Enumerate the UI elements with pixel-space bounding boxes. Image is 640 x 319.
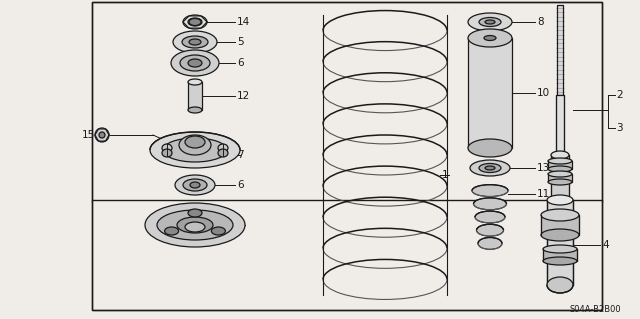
Text: 8: 8 xyxy=(537,17,543,27)
Ellipse shape xyxy=(548,166,572,172)
Text: 12: 12 xyxy=(237,91,250,101)
Ellipse shape xyxy=(470,160,510,176)
Ellipse shape xyxy=(484,35,496,41)
Ellipse shape xyxy=(189,19,201,26)
Ellipse shape xyxy=(472,185,508,197)
Bar xyxy=(541,215,579,235)
Ellipse shape xyxy=(175,175,215,195)
Ellipse shape xyxy=(180,55,210,71)
Ellipse shape xyxy=(468,29,512,47)
Ellipse shape xyxy=(145,203,245,247)
Bar xyxy=(188,82,202,110)
Ellipse shape xyxy=(218,149,228,157)
Ellipse shape xyxy=(477,224,504,236)
Text: 11: 11 xyxy=(537,189,550,199)
Text: 14: 14 xyxy=(237,17,250,27)
Ellipse shape xyxy=(479,164,501,173)
Ellipse shape xyxy=(548,158,572,164)
Bar xyxy=(547,200,573,285)
Ellipse shape xyxy=(547,195,573,205)
Ellipse shape xyxy=(468,13,512,31)
Bar xyxy=(548,161,572,169)
Ellipse shape xyxy=(485,20,495,24)
Ellipse shape xyxy=(173,31,217,53)
Ellipse shape xyxy=(164,227,179,235)
Text: 13: 13 xyxy=(537,163,550,173)
Text: 2: 2 xyxy=(616,90,623,100)
Text: 7: 7 xyxy=(237,150,244,160)
Bar xyxy=(556,95,564,155)
Text: 9: 9 xyxy=(237,220,244,230)
Bar xyxy=(92,2,602,310)
Ellipse shape xyxy=(189,39,201,45)
Ellipse shape xyxy=(182,36,208,48)
Ellipse shape xyxy=(162,149,172,157)
Text: 6: 6 xyxy=(237,180,244,190)
Text: 15: 15 xyxy=(82,130,95,140)
Bar xyxy=(468,38,512,148)
Ellipse shape xyxy=(548,179,572,185)
Ellipse shape xyxy=(171,50,219,76)
Text: 10: 10 xyxy=(537,88,550,98)
Ellipse shape xyxy=(179,135,211,155)
Ellipse shape xyxy=(479,18,501,26)
Ellipse shape xyxy=(474,198,506,210)
Ellipse shape xyxy=(485,166,495,170)
Ellipse shape xyxy=(99,132,105,138)
Ellipse shape xyxy=(188,18,202,26)
Ellipse shape xyxy=(157,210,233,240)
Ellipse shape xyxy=(95,128,109,142)
Ellipse shape xyxy=(188,107,202,113)
Ellipse shape xyxy=(475,211,505,223)
Ellipse shape xyxy=(468,139,512,157)
Ellipse shape xyxy=(190,182,200,188)
Text: 3: 3 xyxy=(616,123,623,133)
Bar xyxy=(548,174,572,182)
Ellipse shape xyxy=(177,217,213,233)
Ellipse shape xyxy=(150,132,240,168)
Ellipse shape xyxy=(543,257,577,265)
Ellipse shape xyxy=(543,245,577,253)
Bar xyxy=(92,2,602,202)
Ellipse shape xyxy=(163,138,227,162)
Ellipse shape xyxy=(185,136,205,148)
Ellipse shape xyxy=(188,79,202,85)
Ellipse shape xyxy=(162,144,172,152)
Ellipse shape xyxy=(551,151,569,159)
Ellipse shape xyxy=(188,209,202,217)
Bar xyxy=(551,155,569,200)
Ellipse shape xyxy=(211,227,225,235)
Bar xyxy=(543,249,577,261)
Ellipse shape xyxy=(185,222,205,232)
Text: 5: 5 xyxy=(237,37,244,47)
Ellipse shape xyxy=(218,144,228,152)
Ellipse shape xyxy=(183,179,207,191)
Ellipse shape xyxy=(188,59,202,67)
Ellipse shape xyxy=(478,237,502,249)
Text: 4: 4 xyxy=(602,240,609,250)
Bar xyxy=(557,5,563,95)
Ellipse shape xyxy=(547,277,573,293)
Ellipse shape xyxy=(183,15,207,29)
Ellipse shape xyxy=(541,209,579,221)
Text: 6: 6 xyxy=(237,58,244,68)
Text: 1: 1 xyxy=(442,170,449,180)
Ellipse shape xyxy=(548,171,572,177)
Bar xyxy=(92,200,602,310)
Ellipse shape xyxy=(541,229,579,241)
Text: S04A-B2B00: S04A-B2B00 xyxy=(570,306,621,315)
